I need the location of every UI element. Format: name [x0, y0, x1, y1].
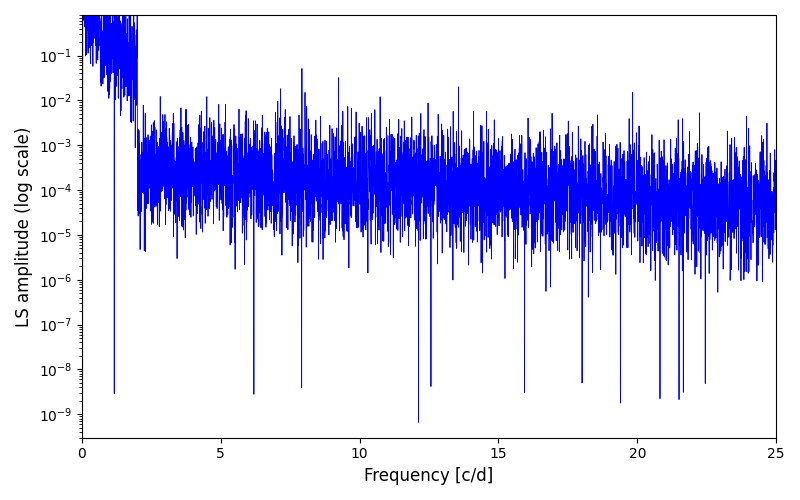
- Y-axis label: LS amplitude (log scale): LS amplitude (log scale): [15, 126, 33, 326]
- X-axis label: Frequency [c/d]: Frequency [c/d]: [364, 467, 494, 485]
